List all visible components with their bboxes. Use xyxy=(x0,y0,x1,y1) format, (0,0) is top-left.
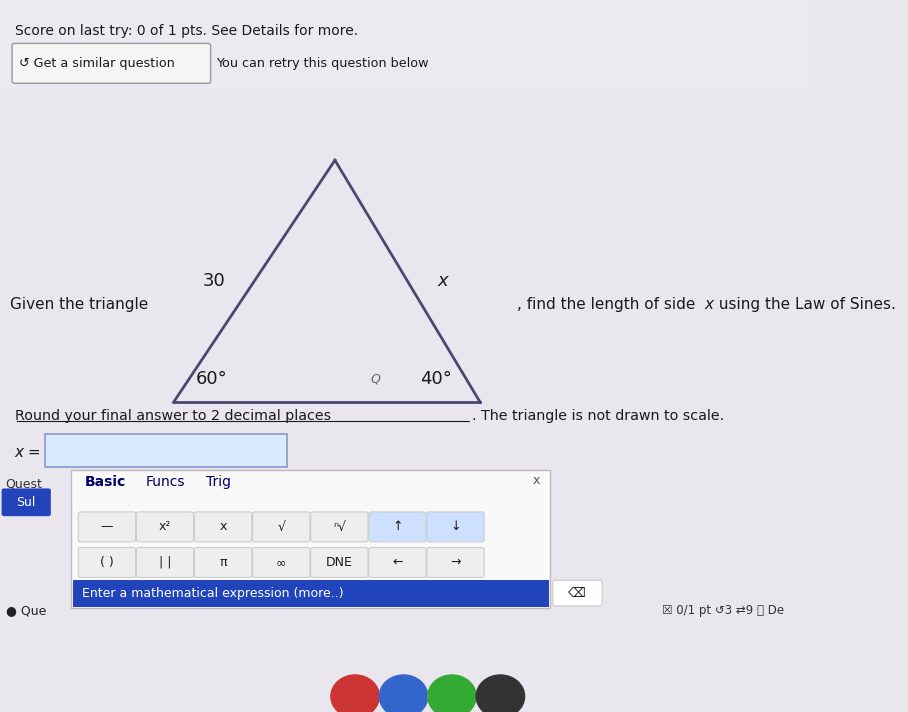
Text: using the Law of Sines.: using the Law of Sines. xyxy=(715,297,896,313)
Text: Trig: Trig xyxy=(206,475,231,489)
Text: 30: 30 xyxy=(202,272,225,290)
Text: , find the length of side: , find the length of side xyxy=(517,297,700,313)
Text: x: x xyxy=(705,297,714,313)
Text: | |: | | xyxy=(159,556,172,569)
Bar xyxy=(73,580,548,607)
Text: You can retry this question below: You can retry this question below xyxy=(216,57,429,70)
FancyBboxPatch shape xyxy=(78,548,135,577)
Text: —: — xyxy=(101,520,114,533)
Circle shape xyxy=(428,675,476,712)
Text: ↓: ↓ xyxy=(450,520,461,533)
Circle shape xyxy=(476,675,525,712)
Circle shape xyxy=(331,675,380,712)
Text: √: √ xyxy=(277,520,285,533)
FancyBboxPatch shape xyxy=(136,548,193,577)
Bar xyxy=(0,0,807,89)
Text: . The triangle is not drawn to scale.: . The triangle is not drawn to scale. xyxy=(472,409,725,423)
Text: x²: x² xyxy=(159,520,172,533)
Text: x: x xyxy=(438,272,449,290)
FancyBboxPatch shape xyxy=(252,512,310,542)
FancyBboxPatch shape xyxy=(71,470,550,608)
FancyBboxPatch shape xyxy=(136,512,193,542)
Text: ☒ 0/1 pt ↺3 ⇄9 ⓘ De: ☒ 0/1 pt ↺3 ⇄9 ⓘ De xyxy=(662,604,784,617)
Text: Enter a mathematical expression (more..): Enter a mathematical expression (more..) xyxy=(83,587,344,600)
FancyBboxPatch shape xyxy=(369,512,426,542)
Text: π: π xyxy=(220,556,227,569)
Text: ⌫: ⌫ xyxy=(568,587,586,600)
FancyBboxPatch shape xyxy=(45,434,287,467)
FancyBboxPatch shape xyxy=(311,512,368,542)
FancyBboxPatch shape xyxy=(194,512,252,542)
Text: Funcs: Funcs xyxy=(145,475,184,489)
FancyBboxPatch shape xyxy=(252,548,310,577)
Text: ⁿ√: ⁿ√ xyxy=(333,520,346,533)
Text: x: x xyxy=(220,520,227,533)
FancyBboxPatch shape xyxy=(311,548,368,577)
FancyBboxPatch shape xyxy=(427,512,484,542)
FancyBboxPatch shape xyxy=(427,548,484,577)
FancyBboxPatch shape xyxy=(78,512,135,542)
Text: x =: x = xyxy=(15,444,41,460)
Text: Given the triangle: Given the triangle xyxy=(10,297,148,313)
FancyBboxPatch shape xyxy=(553,580,602,606)
FancyBboxPatch shape xyxy=(194,548,252,577)
Text: Score on last try: 0 of 1 pts. See Details for more.: Score on last try: 0 of 1 pts. See Detai… xyxy=(15,23,358,38)
FancyBboxPatch shape xyxy=(12,43,211,83)
Text: ←: ← xyxy=(392,556,403,569)
Text: 60°: 60° xyxy=(196,370,228,388)
Text: Sul: Sul xyxy=(16,496,35,509)
Text: ∞: ∞ xyxy=(276,556,286,569)
Text: x: x xyxy=(533,474,540,487)
Text: →: → xyxy=(450,556,461,569)
Text: 40°: 40° xyxy=(419,370,451,388)
FancyBboxPatch shape xyxy=(369,548,426,577)
Circle shape xyxy=(380,675,428,712)
Text: DNE: DNE xyxy=(326,556,353,569)
Text: ↺ Get a similar question: ↺ Get a similar question xyxy=(19,57,175,70)
Text: Round your final answer to 2 decimal places: Round your final answer to 2 decimal pla… xyxy=(15,409,331,423)
Text: Q: Q xyxy=(370,372,380,385)
Text: ● Que: ● Que xyxy=(5,604,46,617)
Text: ( ): ( ) xyxy=(100,556,114,569)
Text: ↑: ↑ xyxy=(392,520,403,533)
Text: Quest: Quest xyxy=(5,478,43,491)
Text: Basic: Basic xyxy=(84,475,126,489)
FancyBboxPatch shape xyxy=(2,488,51,516)
